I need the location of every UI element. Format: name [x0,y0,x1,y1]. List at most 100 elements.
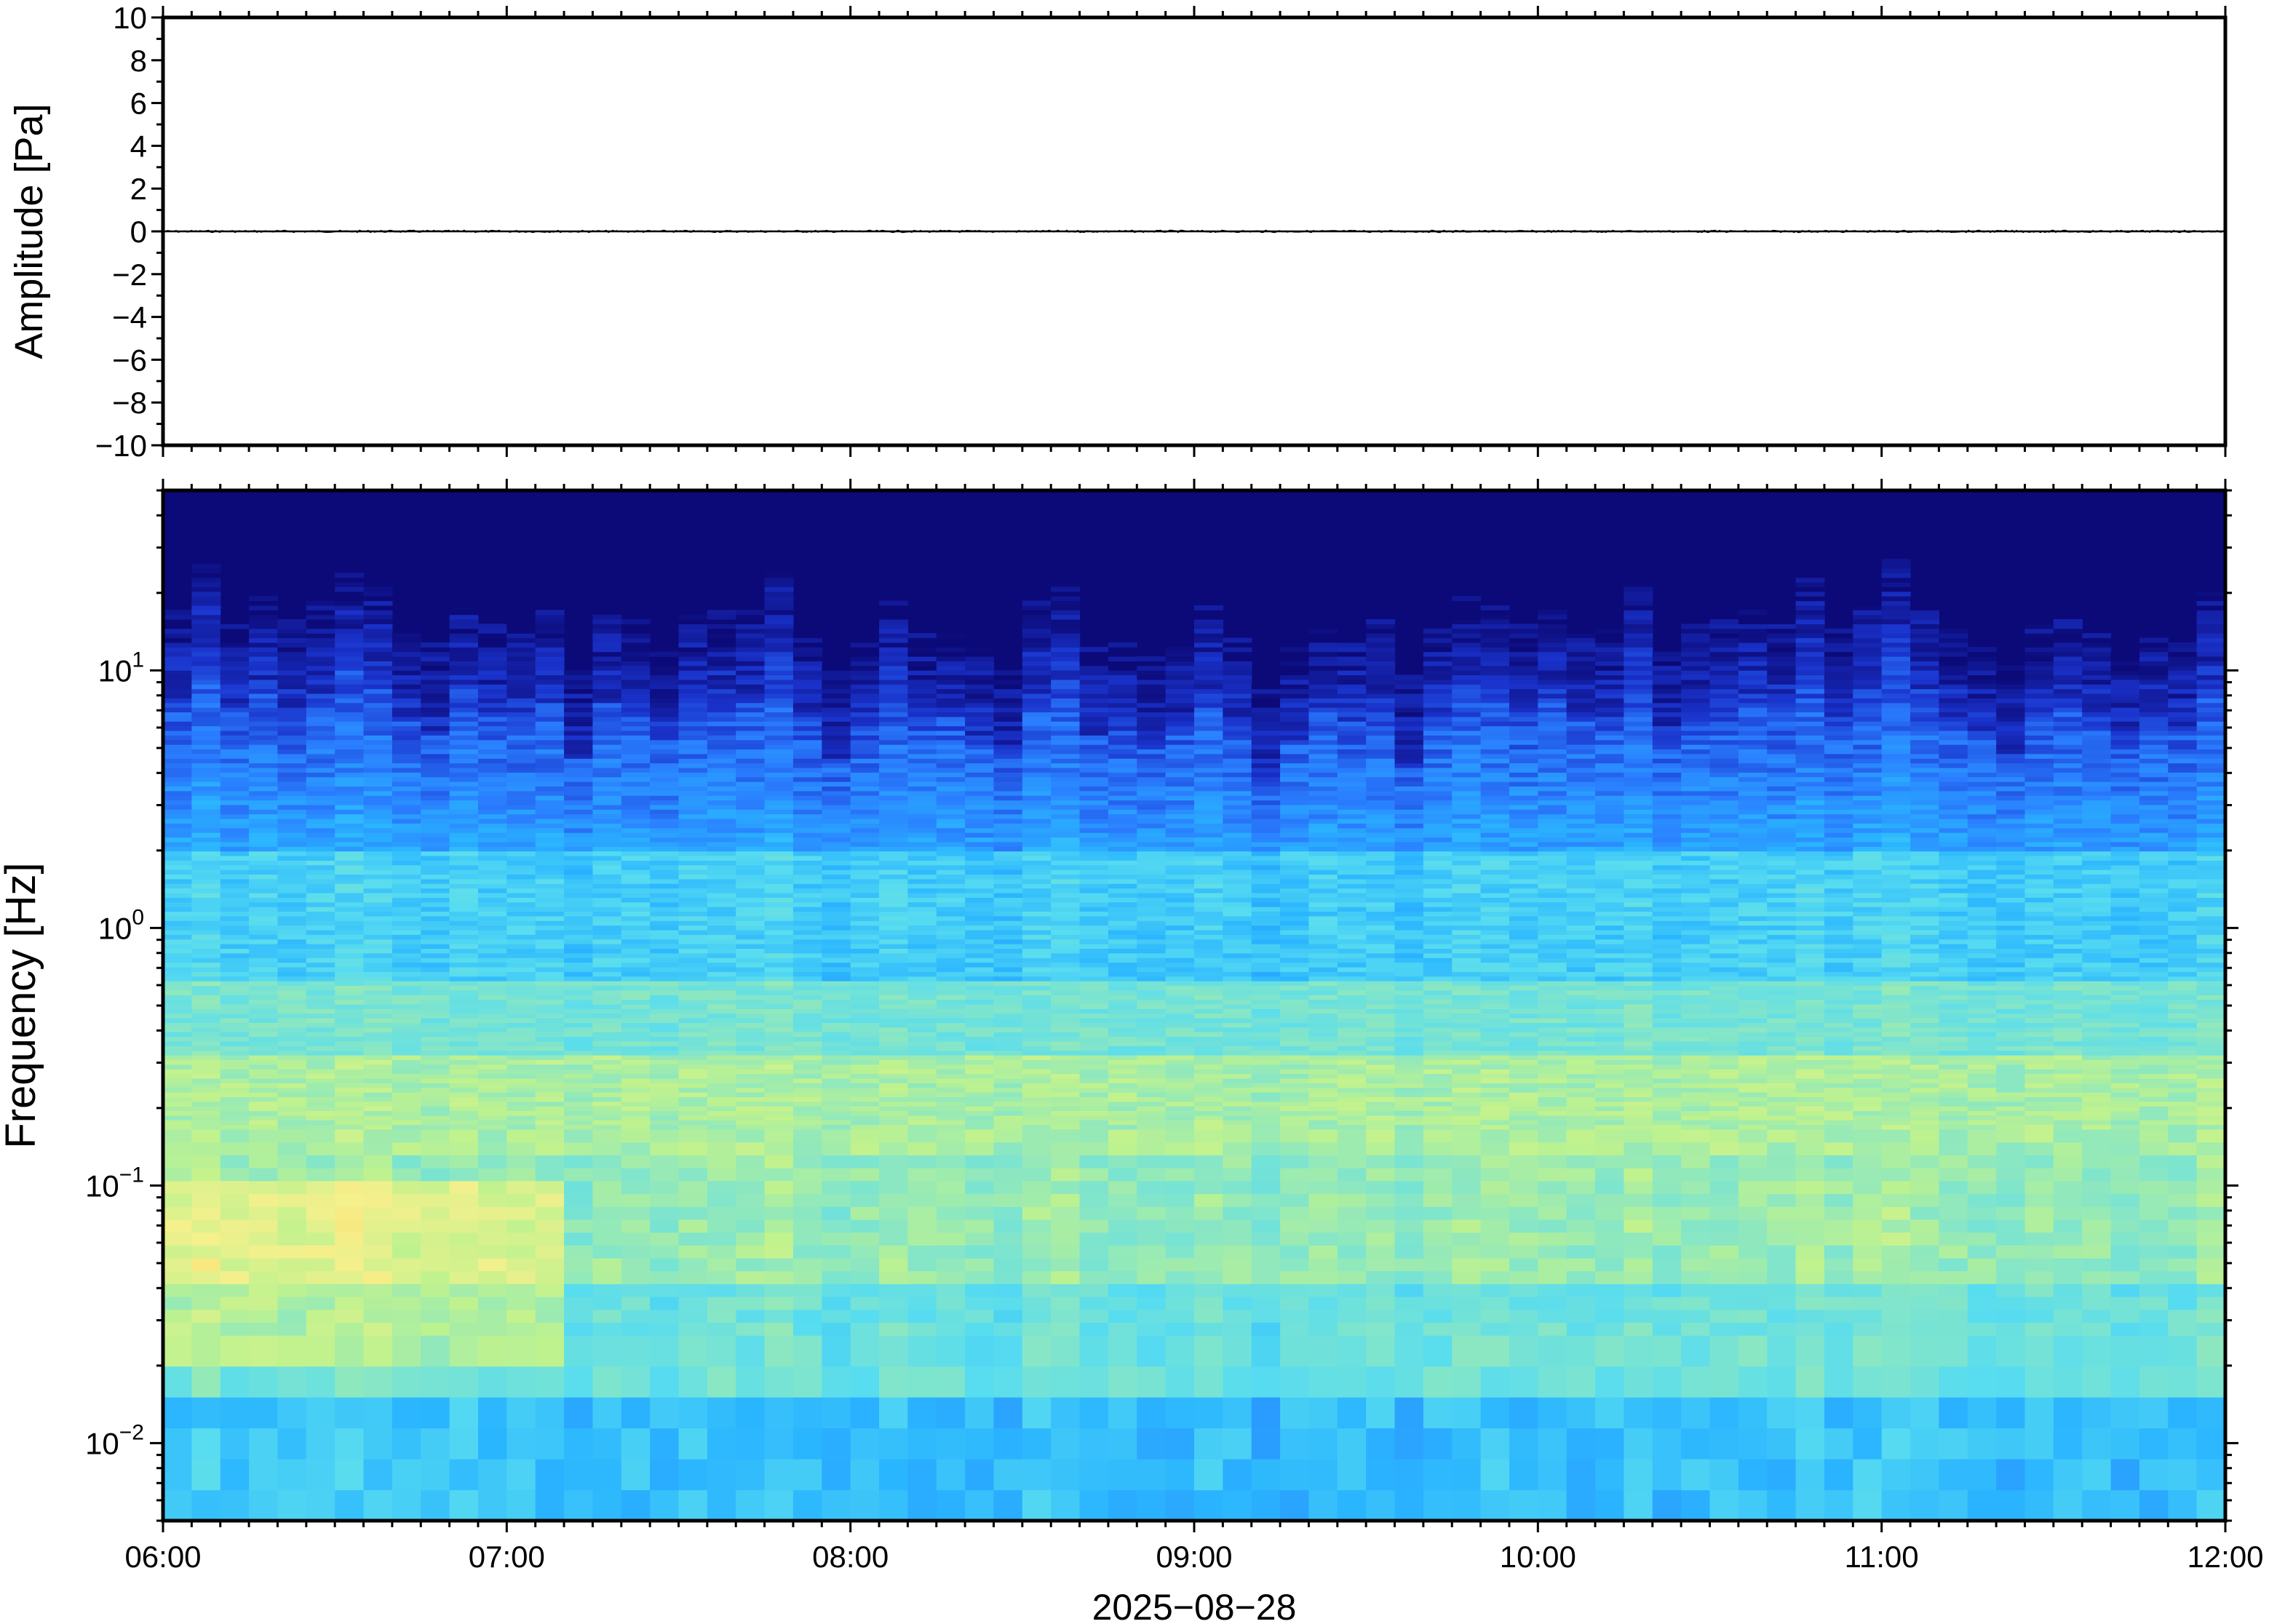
spectrogram-cell [363,804,393,810]
spectrogram-cell [993,688,1023,694]
spectrogram-cell [592,813,622,819]
spectrogram-cell [707,804,736,810]
spectrogram-cell [879,800,908,805]
spectrogram-cell [1108,1054,1137,1060]
spectrogram-cell [1022,1083,1052,1088]
spectrogram-cell [1108,1059,1137,1065]
spectrogram-cell [421,1168,450,1182]
spectrogram-cell [907,804,937,810]
spectrogram-cell [822,1206,851,1220]
spectrogram-cell [736,619,766,624]
spectrogram-cell [1137,753,1167,759]
spectrogram-cell [907,944,937,950]
spectrogram-cell [535,823,565,829]
spectrogram-cell [1079,1428,1109,1460]
spectrogram-cell [363,1032,393,1038]
spectrogram-cell [449,693,479,698]
spectrogram-cell [1108,1022,1137,1028]
spectrogram-cell [1079,855,1109,861]
spectrogram-cell [650,1013,680,1019]
spectrogram-cell [506,642,536,648]
spectrogram-cell [1051,1022,1081,1028]
spectrogram-cell [965,1069,995,1075]
spectrogram-cell [506,1069,536,1075]
spectrogram-cell [277,684,307,690]
spectrogram-cell [1108,1366,1137,1398]
spectrogram-cell [335,698,365,704]
spectrogram-cell [907,869,937,875]
spectrogram-cell [1051,716,1081,722]
spectrogram-cell [1108,656,1137,661]
spectrogram-cell [163,1257,192,1272]
spectrogram-cell [621,749,651,755]
spectrogram-cell [792,851,822,856]
spectrogram-cell [850,1180,880,1195]
spectrogram-cell [1194,1129,1223,1143]
spectrogram-cell [191,985,221,991]
spectrogram-cell [1165,925,1195,931]
spectrogram-cell [477,934,507,940]
spectrogram-cell [707,795,736,801]
spectrogram-cell [1079,907,1109,912]
spectrogram-cell [449,605,479,610]
spectrogram-cell [249,661,279,666]
spectrogram-cell [1079,934,1109,940]
spectrogram-cell [306,1168,335,1182]
spectrogram-cell [650,721,680,727]
spectrogram-cell [392,763,421,768]
spectrogram-cell [792,1245,822,1259]
spectrogram-cell [277,661,307,666]
spectrogram-cell [449,934,479,940]
spectrogram-cell [1079,892,1109,898]
spectrogram-cell [306,962,335,968]
spectrogram-cell [993,1120,1023,1126]
spectrogram-cell [592,614,622,620]
spectrogram-cell [220,776,250,782]
spectrogram-cell [449,1142,479,1155]
spectrogram-cell [936,907,966,912]
spectrogram-cell [792,1155,822,1169]
spectrogram-cell [506,995,536,1000]
spectrogram-cell [907,846,937,852]
spectrogram-cell [363,1283,393,1297]
spectrogram-cell [1165,776,1195,782]
spectrogram-cell [564,907,594,912]
spectrogram-cell [965,1142,995,1155]
spectrogram-cell [965,819,995,824]
spectrogram-cell [535,772,565,778]
spectrogram-cell [1079,1091,1109,1097]
spectrogram-cell [306,860,335,866]
spectrogram-cell [1022,1142,1052,1155]
spectrogram-cell [506,874,536,880]
spectrogram-cell [707,976,736,982]
spectrogram-cell [1022,1064,1052,1070]
spectrogram-cell [592,1257,622,1272]
spectrogram-cell [879,920,908,926]
spectrogram-cell [936,999,966,1005]
spectrogram-cell [678,716,708,722]
spectrogram-cell [1079,888,1109,893]
spectrogram-cell [535,911,565,917]
spectrogram-cell [1194,1064,1223,1070]
spectrogram-cell [678,1036,708,1042]
spectrogram-cell [993,958,1023,963]
spectrogram-cell [822,749,851,755]
spectrogram-cell [306,619,335,624]
spectrogram-cell [993,739,1023,745]
spectrogram-cell [477,1027,507,1032]
spectrogram-cell [850,1257,880,1272]
spectrogram-cell [707,874,736,880]
spectrogram-cell [421,915,450,921]
spectrogram-cell [392,832,421,838]
spectrogram-cell [335,633,365,639]
spectrogram-cell [363,614,393,620]
spectrogram-cell [506,661,536,666]
spectrogram-cell [965,1110,995,1116]
spectrogram-cell [421,990,450,995]
spectrogram-cell [363,1245,393,1259]
spectrogram-cell [879,981,908,986]
spectrogram-cell [592,915,622,921]
spectrogram-cell [363,605,393,610]
spectrogram-cell [592,976,622,982]
spectrogram-cell [850,661,880,666]
